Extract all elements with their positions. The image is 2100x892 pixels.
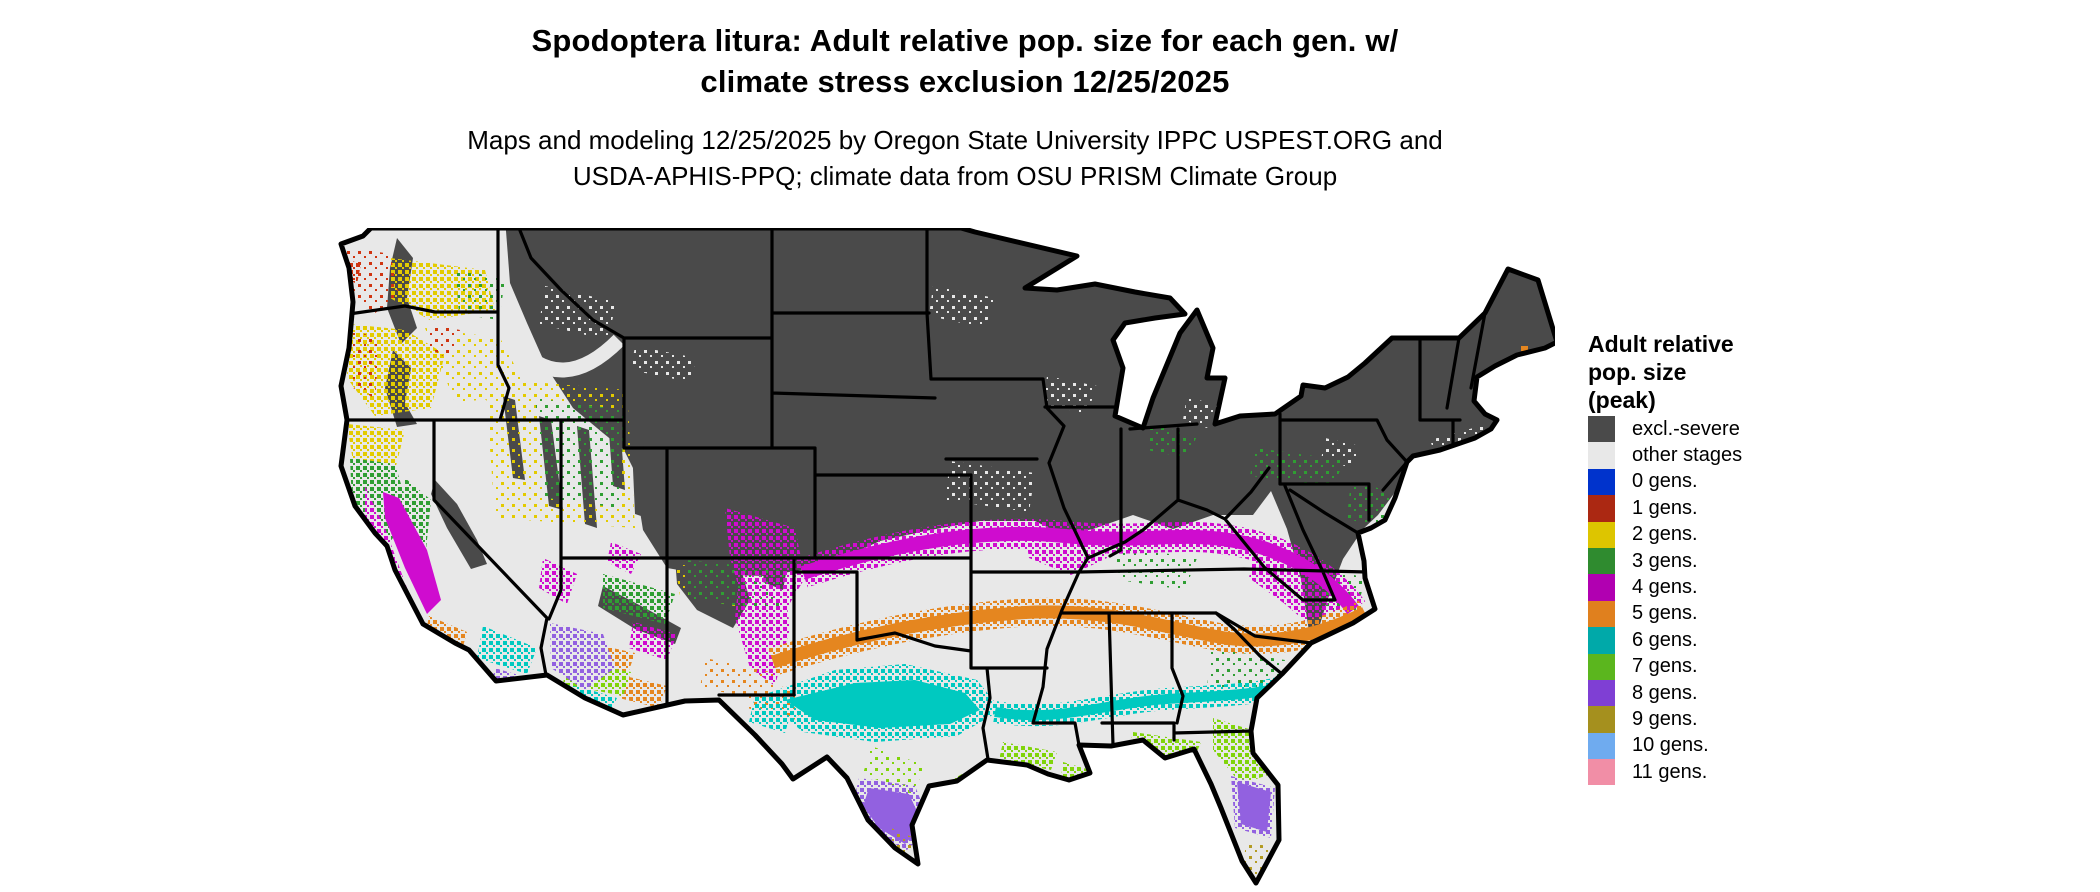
chart-title-line2: climate stress exclusion 12/25/2025 xyxy=(700,64,1230,99)
legend-swatch-gen4 xyxy=(1588,574,1615,601)
legend-item-gen5: 5 gens. xyxy=(1588,600,1848,628)
legend-label-other: other stages xyxy=(1632,444,1743,467)
map-region-gen1 xyxy=(341,246,460,398)
legend-swatch-gen10 xyxy=(1588,732,1615,760)
legend-swatch-gen5 xyxy=(1588,600,1615,628)
legend-item-gen7: 7 gens. xyxy=(1588,653,1848,680)
legend-swatch-gen1 xyxy=(1588,495,1615,522)
legend-label-excl: excl.-severe xyxy=(1632,417,1740,440)
legend-label-gen0: 0 gens. xyxy=(1632,470,1698,493)
legend-swatch-gen6 xyxy=(1588,627,1615,654)
us-map-svg xyxy=(338,225,1560,886)
legend-title-line1: Adult relative xyxy=(1588,331,1734,357)
legend-label-gen6: 6 gens. xyxy=(1632,628,1698,651)
legend-label-gen5: 5 gens. xyxy=(1632,602,1698,625)
legend-swatch-other xyxy=(1588,442,1615,469)
legend-swatch-gen7 xyxy=(1588,653,1615,680)
legend: Adult relative pop. size (peak) excl.-se… xyxy=(1588,330,1848,786)
legend-label-gen3: 3 gens. xyxy=(1632,549,1698,572)
legend-swatch-gen11 xyxy=(1588,759,1615,786)
us-map xyxy=(335,225,1560,888)
legend-label-gen2: 2 gens. xyxy=(1632,523,1698,546)
legend-label-gen10: 10 gens. xyxy=(1632,734,1709,757)
legend-label-gen4: 4 gens. xyxy=(1632,576,1698,599)
legend-swatch-gen2 xyxy=(1588,521,1615,548)
legend-item-gen11: 11 gens. xyxy=(1588,759,1848,786)
legend-swatch-gen8 xyxy=(1588,679,1615,707)
legend-label-gen1: 1 gens. xyxy=(1632,496,1698,519)
legend-item-gen9: 9 gens. xyxy=(1588,706,1848,733)
chart-subtitle-line1: Maps and modeling 12/25/2025 by Oregon S… xyxy=(467,125,1443,155)
legend-swatch-gen3 xyxy=(1588,547,1615,575)
legend-item-other: other stages xyxy=(1588,442,1848,469)
legend-label-gen7: 7 gens. xyxy=(1632,655,1698,678)
legend-label-gen9: 9 gens. xyxy=(1632,707,1698,730)
legend-swatch-gen0 xyxy=(1588,468,1615,496)
legend-item-gen0: 0 gens. xyxy=(1588,468,1848,496)
state-borders xyxy=(344,228,1487,761)
legend-item-excl: excl.-severe xyxy=(1588,416,1848,443)
legend-title: Adult relative pop. size (peak) xyxy=(1588,330,1848,414)
legend-item-gen8: 8 gens. xyxy=(1588,679,1848,707)
legend-swatch-gen9 xyxy=(1588,706,1615,733)
map-region-gen9 xyxy=(887,828,1269,880)
legend-item-gen6: 6 gens. xyxy=(1588,627,1848,654)
us-outline xyxy=(338,225,1560,886)
legend-items: excl.-severe other stages 0 gens. 1 gens. 2 … xyxy=(1588,416,1848,786)
legend-item-gen1: 1 gens. xyxy=(1588,495,1848,522)
legend-swatch-excl xyxy=(1588,416,1615,443)
chart-title-line1: Spodoptera litura: Adult relative pop. s… xyxy=(531,23,1399,58)
chart-subtitle-line2: USDA-APHIS-PPQ; climate data from OSU PR… xyxy=(572,161,1338,191)
legend-label-gen11: 11 gens. xyxy=(1632,760,1708,783)
legend-item-gen10: 10 gens. xyxy=(1588,732,1848,760)
legend-title-line3: (peak) xyxy=(1588,387,1656,413)
legend-item-gen2: 2 gens. xyxy=(1588,521,1848,548)
legend-item-gen3: 3 gens. xyxy=(1588,547,1848,575)
legend-label-gen8: 8 gens. xyxy=(1632,681,1698,704)
chart-title: Spodoptera litura: Adult relative pop. s… xyxy=(0,20,1930,102)
legend-title-line2: pop. size xyxy=(1588,359,1687,385)
legend-item-gen4: 4 gens. xyxy=(1588,574,1848,601)
chart-subtitle: Maps and modeling 12/25/2025 by Oregon S… xyxy=(0,122,1910,194)
